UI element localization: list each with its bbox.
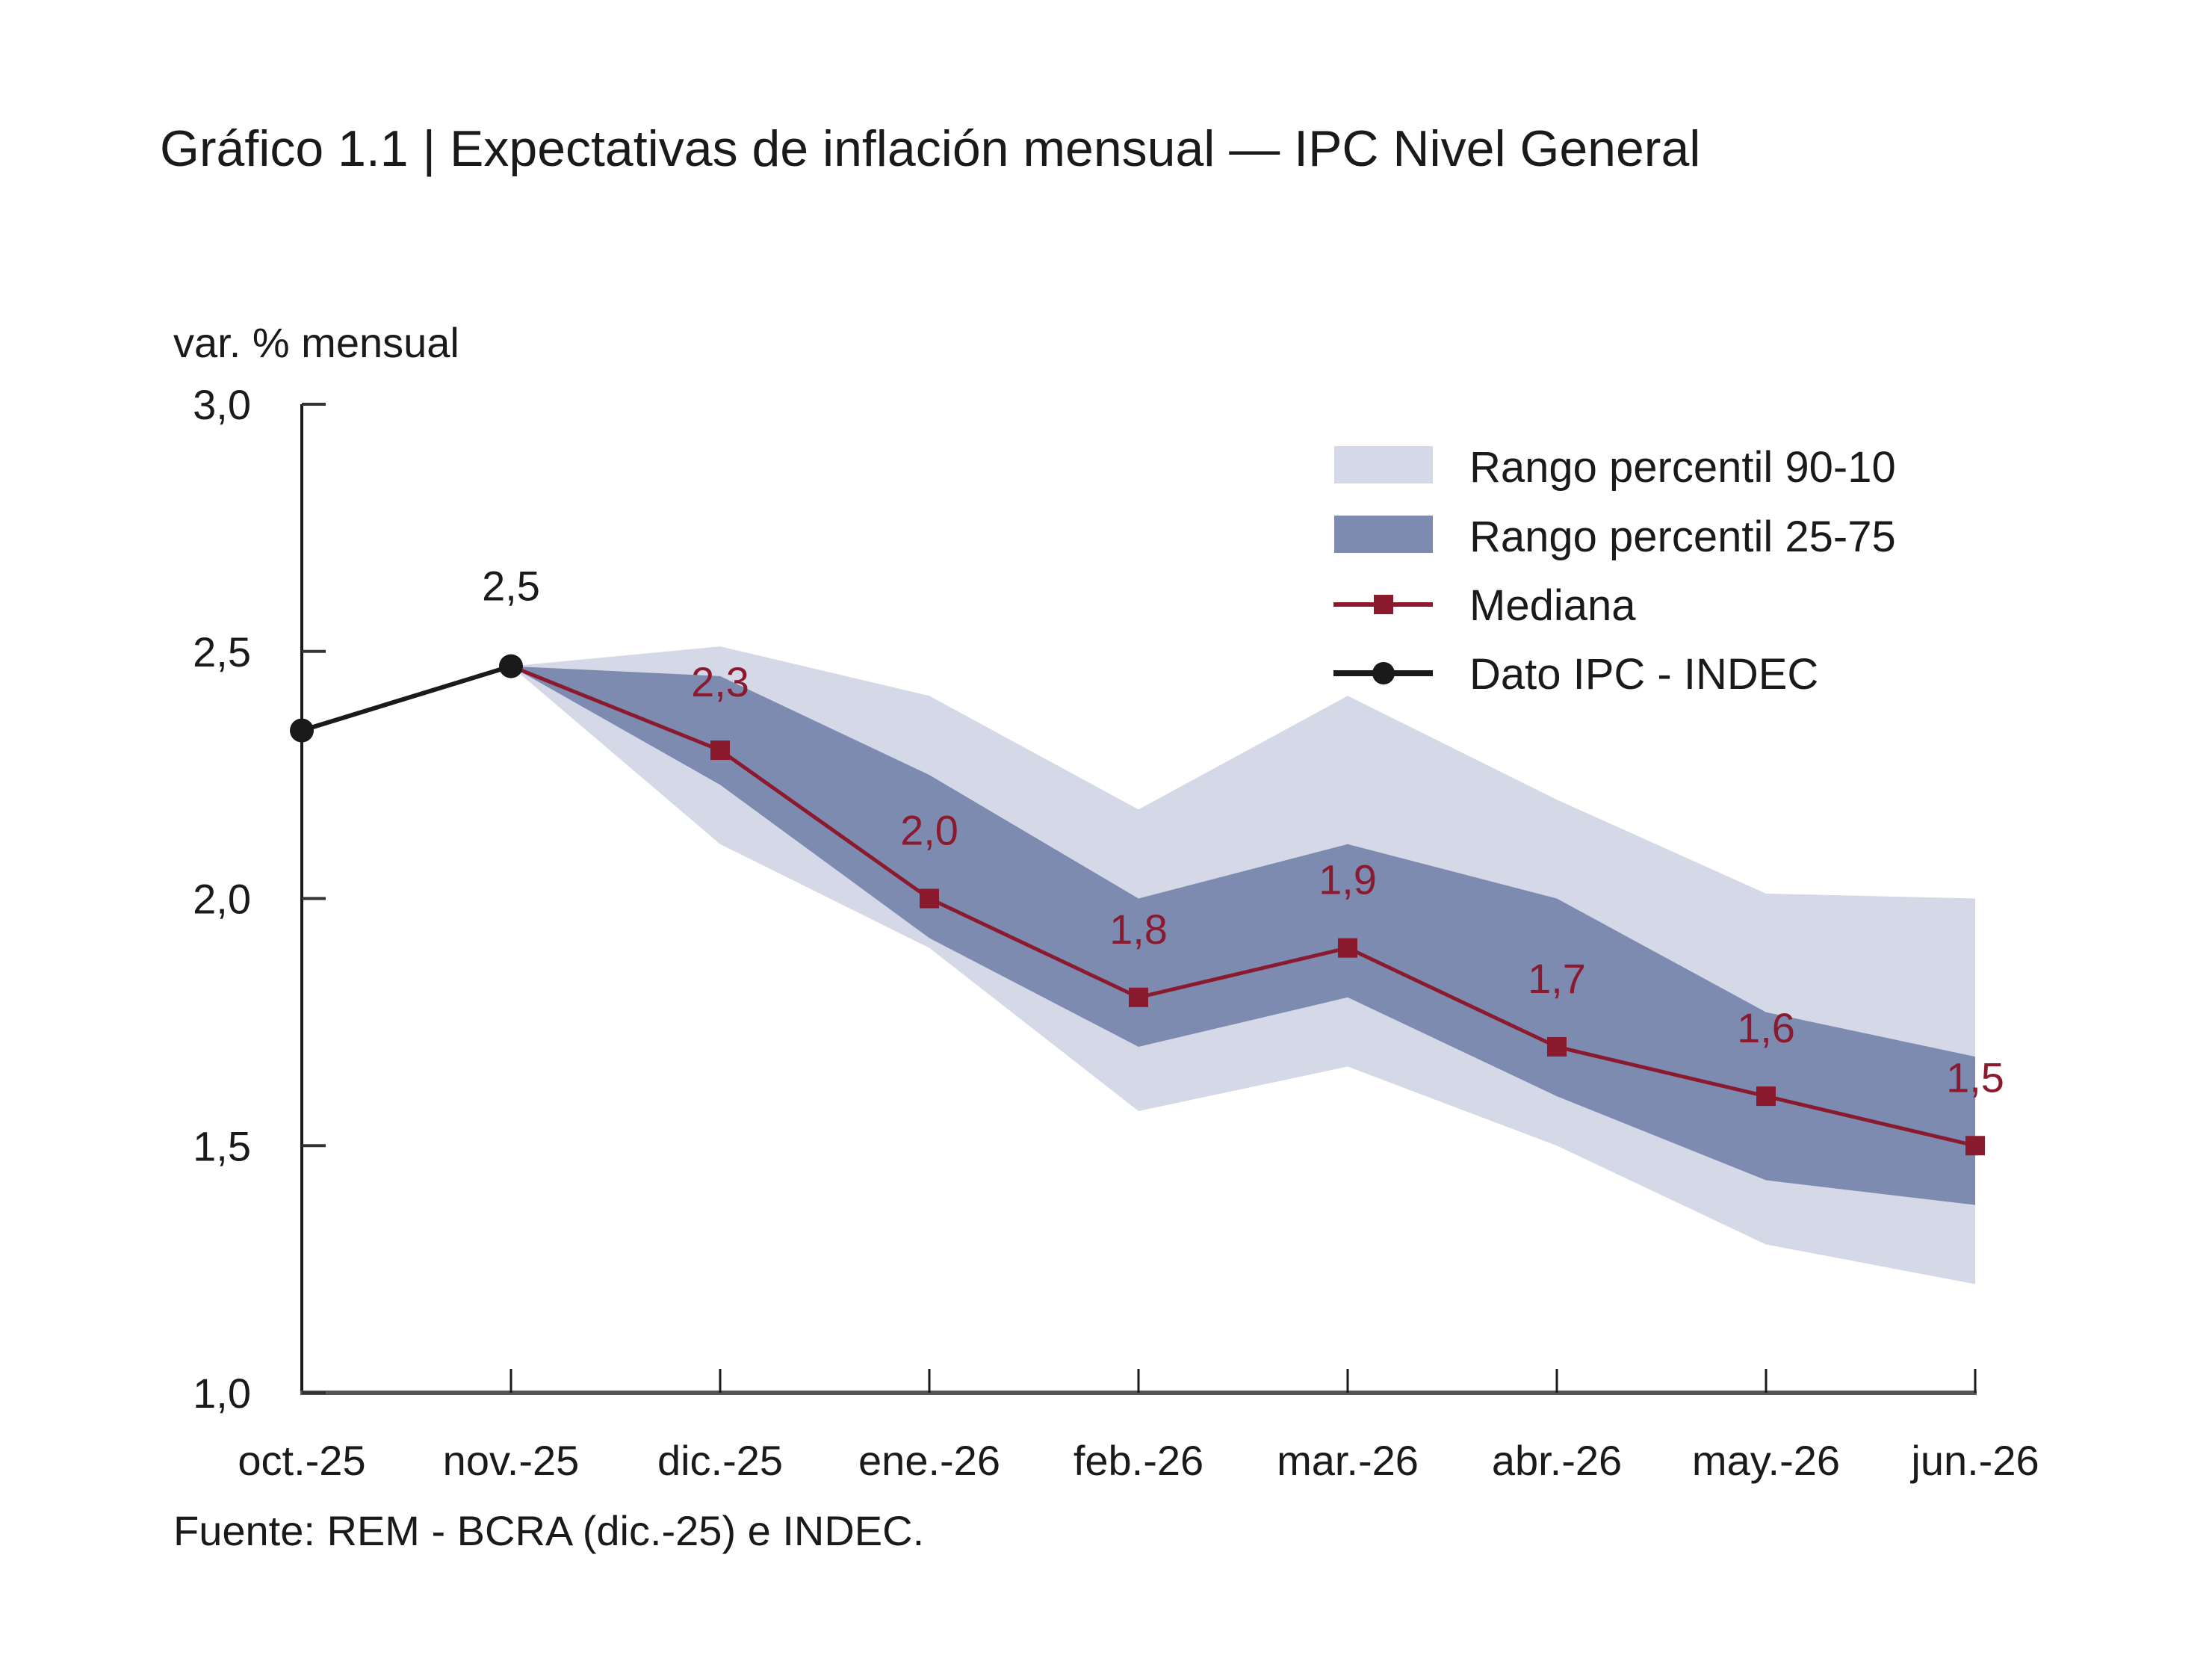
source-note: Fuente: REM - BCRA (dic.-25) e INDEC. bbox=[173, 1507, 924, 1554]
mediana-data-label: 1,5 bbox=[1946, 1054, 2004, 1101]
legend-swatch-p25-75 bbox=[1334, 516, 1433, 553]
x-tick-label: jun.-26 bbox=[1909, 1437, 2039, 1484]
x-tick-label: abr.-26 bbox=[1492, 1437, 1622, 1484]
ipc-point bbox=[290, 718, 314, 743]
legend-marker-mediana-square-icon bbox=[1374, 595, 1393, 614]
x-tick-label: may.-26 bbox=[1692, 1437, 1840, 1484]
x-tick-label: feb.-26 bbox=[1074, 1437, 1203, 1484]
bands-layer bbox=[511, 646, 1975, 1284]
x-tick-label: nov.-25 bbox=[443, 1437, 580, 1484]
y-tick-label: 2,5 bbox=[193, 628, 251, 675]
x-tick-label: mar.-26 bbox=[1277, 1437, 1419, 1484]
legend-label-p25-75: Rango percentil 25-75 bbox=[1469, 513, 1896, 561]
mediana-data-label: 2,0 bbox=[900, 807, 958, 854]
mediana-point bbox=[1338, 938, 1357, 958]
y-tick-label: 3,0 bbox=[193, 381, 251, 428]
x-tick-label: dic.-25 bbox=[657, 1437, 783, 1484]
mediana-data-label: 2,3 bbox=[691, 658, 749, 705]
mediana-data-label: 1,9 bbox=[1319, 856, 1377, 903]
y-tick-label: 1,5 bbox=[193, 1122, 251, 1169]
mediana-point bbox=[1129, 987, 1148, 1007]
mediana-point bbox=[1756, 1086, 1776, 1107]
ipc-data-label: 2,5 bbox=[482, 563, 540, 610]
ipc-point bbox=[499, 654, 523, 678]
legend-label-p90-10: Rango percentil 90-10 bbox=[1469, 443, 1896, 492]
y-tick-label: 2,0 bbox=[193, 876, 251, 923]
point-labels-layer: 2,3 2,0 1,8 1,9 1,7 1,6 1,5 2,5 bbox=[482, 563, 2004, 1101]
mediana-data-label: 1,6 bbox=[1737, 1004, 1795, 1051]
x-tick-label: ene.-26 bbox=[858, 1437, 1000, 1484]
chart-title: Gráfico 1.1 | Expectativas de inflación … bbox=[160, 120, 1700, 177]
legend: Rango percentil 90-10 Rango percentil 25… bbox=[1333, 443, 1896, 699]
mediana-point bbox=[1547, 1036, 1567, 1057]
mediana-data-label: 1,7 bbox=[1528, 955, 1586, 1002]
mediana-data-label: 1,8 bbox=[1109, 906, 1168, 953]
y-tick-label: 1,0 bbox=[193, 1370, 251, 1417]
legend-swatch-p90-10 bbox=[1334, 446, 1433, 483]
mediana-point bbox=[1965, 1136, 1985, 1156]
series-line-mediana bbox=[510, 664, 1976, 1148]
lines-layer bbox=[290, 654, 1985, 1156]
axes-layer: 1,0 1,5 2,0 2,5 3,0 oct.-25 nov.-25 dic.-25 ene.… bbox=[193, 381, 2039, 1484]
series-line-ipc bbox=[301, 664, 512, 733]
mediana-point bbox=[710, 740, 730, 761]
legend-marker-ipc-circle-icon bbox=[1372, 662, 1395, 684]
legend-label-ipc: Dato IPC - INDEC bbox=[1469, 650, 1818, 699]
band-percentile-25-75 bbox=[511, 666, 1975, 1205]
mediana-point bbox=[920, 888, 939, 909]
x-tick-label: oct.-25 bbox=[238, 1437, 365, 1484]
legend-label-mediana: Mediana bbox=[1469, 581, 1636, 630]
y-axis-label: var. % mensual bbox=[173, 319, 459, 366]
